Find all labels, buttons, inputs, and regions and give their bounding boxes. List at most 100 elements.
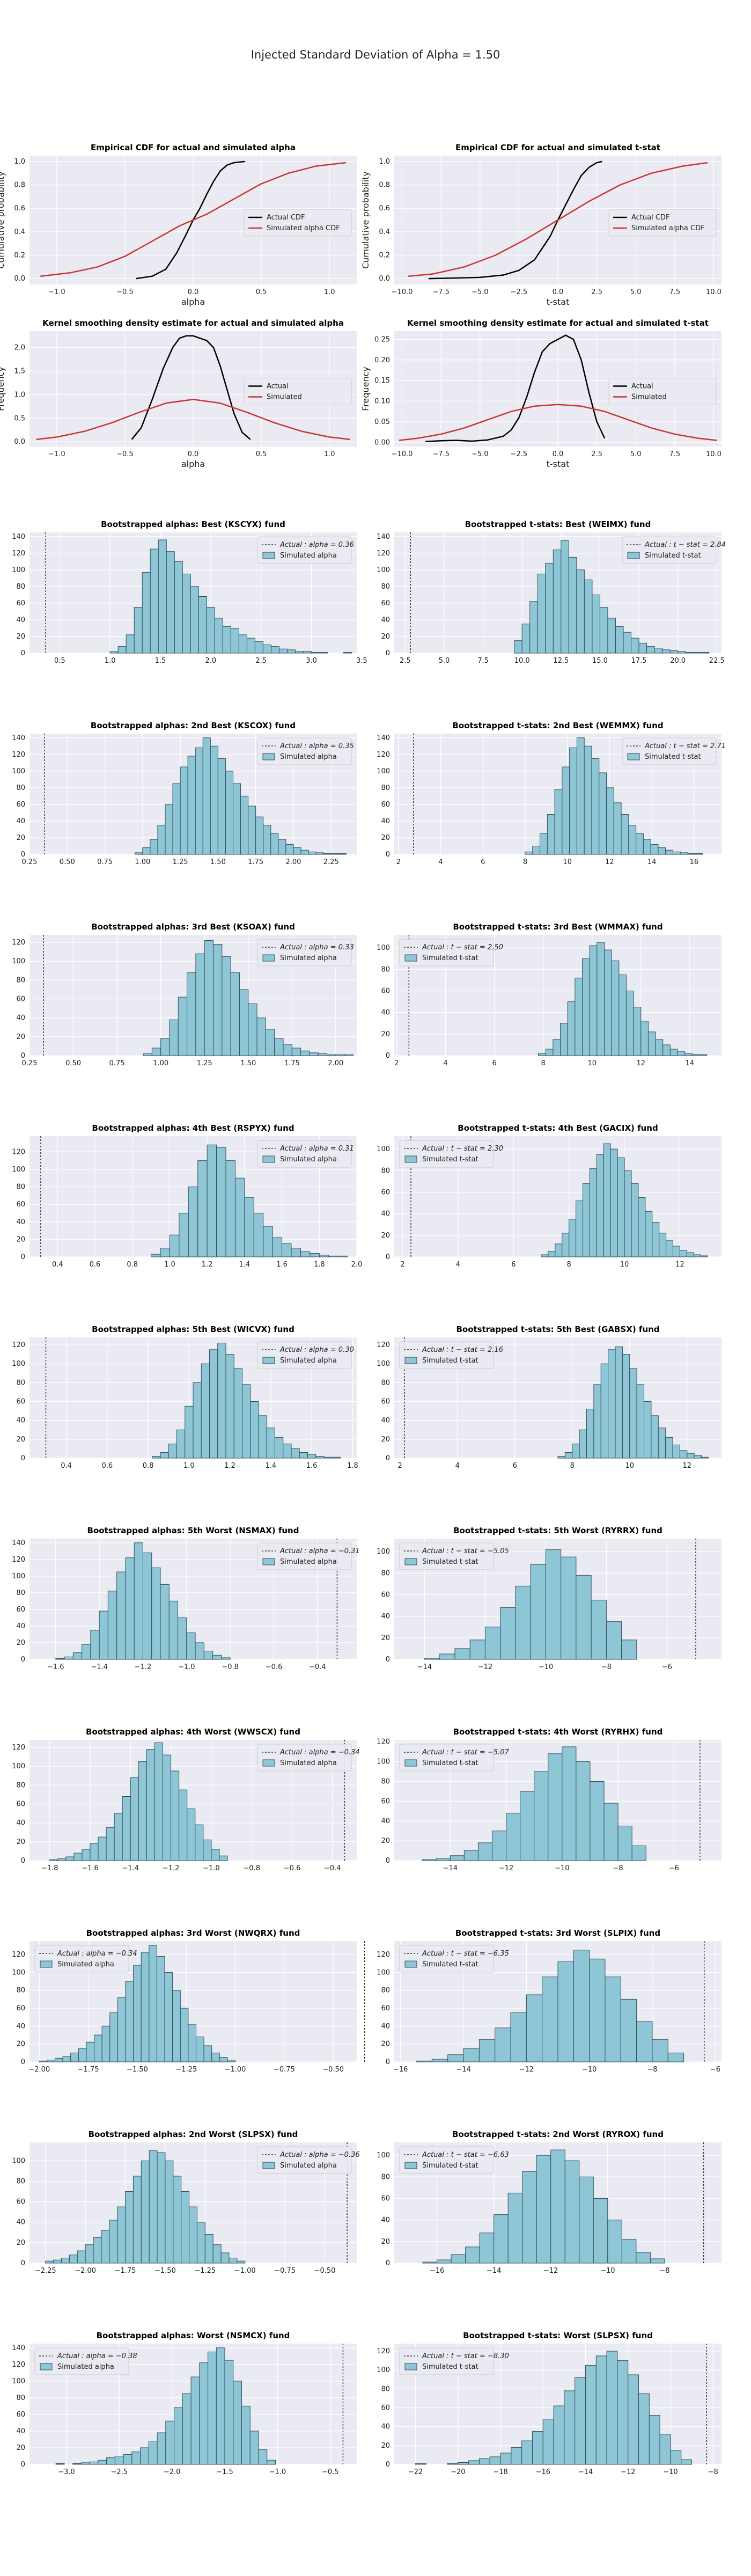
y-tick-label: 120: [12, 751, 25, 759]
y-tick-label: 60: [381, 1591, 390, 1599]
histogram-bar: [666, 1240, 674, 1257]
y-tick-label: 100: [377, 1758, 390, 1766]
y-tick-label: 80: [16, 1183, 25, 1191]
histogram-bar: [647, 1031, 656, 1056]
histogram-bar: [605, 1977, 621, 2062]
y-tick-label: 0.0: [14, 438, 25, 446]
legend-label: Simulated: [267, 393, 302, 401]
histogram-bar: [592, 594, 600, 654]
x-tick-label: −1.4: [91, 1663, 108, 1671]
x-tick-label: 2.0: [351, 1261, 363, 1269]
histogram-bar: [179, 1212, 189, 1257]
x-tick-label: 7.5: [669, 288, 681, 296]
histogram-bar: [576, 1761, 591, 1861]
histogram-bar: [230, 972, 240, 1056]
x-tick-label: 8: [523, 858, 527, 866]
y-tick-label: 40: [16, 2427, 25, 2435]
histogram-bar: [190, 586, 199, 654]
histogram-bar: [631, 638, 639, 654]
x-tick-label: 2.00: [285, 858, 301, 866]
histogram-bar: [613, 802, 622, 855]
histogram-bar: [479, 2233, 495, 2264]
histogram-bar: [165, 2160, 174, 2264]
histogram-bar: [699, 1054, 708, 1056]
legend-label: Simulated t-stat: [422, 954, 478, 962]
y-tick-label: 80: [16, 1589, 25, 1597]
x-tick-label: 1.00: [153, 1059, 168, 1067]
y-tick-label: 0: [386, 2058, 390, 2066]
histogram-bar: [199, 2362, 209, 2465]
histogram-bar: [263, 825, 271, 855]
legend-bar-swatch: [404, 1357, 417, 1364]
x-tick-label: −6: [710, 2066, 720, 2074]
legend: Actual : alpha = −0.34 Simulated alpha: [34, 1945, 137, 1973]
histogram-bar: [550, 2149, 565, 2264]
histogram-bar: [212, 1655, 222, 1660]
histogram-bar: [562, 1233, 570, 1257]
legend-box: [257, 2146, 352, 2174]
y-tick-label: 120: [377, 1341, 390, 1349]
x-tick-label: 5.0: [439, 657, 450, 665]
chart-title: Bootstrapped alphas: 5th Worst (NSMAX) f…: [87, 1526, 299, 1535]
histogram-bar: [700, 1255, 708, 1257]
x-tick-label: −1.2: [135, 1663, 152, 1671]
histogram-bar: [631, 1183, 639, 1257]
x-tick-label: 3.5: [356, 657, 367, 665]
histogram-bar: [542, 2419, 554, 2465]
legend-bar-swatch: [627, 552, 640, 559]
histogram-bar: [233, 2381, 242, 2465]
legend: Actual : t − stat = 2.16 Simulated t-stat: [399, 1341, 503, 1369]
histogram-bar: [90, 1843, 99, 1861]
histogram-bar: [54, 2058, 63, 2062]
legend-box: [399, 1945, 494, 1973]
y-tick-label: 60: [381, 1188, 390, 1196]
y-tick-label: 0: [21, 1052, 25, 1060]
histogram-bar: [579, 1429, 587, 1459]
histogram-bar: [278, 839, 286, 855]
legend-box: [244, 378, 352, 405]
y-tick-label: 60: [16, 801, 25, 809]
histogram-bar: [64, 1656, 73, 1660]
series-line: [408, 162, 708, 277]
legend-box: [257, 536, 352, 564]
legend: Actual : alpha = 0.36 Simulated alpha: [257, 536, 354, 564]
x-tick-label: 0.4: [61, 1462, 72, 1470]
histogram-bar: [645, 1211, 653, 1257]
y-tick-label: 20: [16, 2239, 25, 2247]
y-tick-label: 40: [16, 2022, 25, 2030]
histogram-bar: [684, 1053, 693, 1056]
chart-panel-24: Bootstrapped t-stats: Worst (SLPSX) fund…: [377, 2331, 721, 2476]
legend-label: Simulated alpha: [57, 2363, 114, 2371]
y-tick-label: 60: [16, 1398, 25, 1406]
series-line: [428, 160, 602, 280]
histogram-bar: [606, 787, 614, 855]
x-tick-label: −1.0: [203, 1864, 220, 1872]
histogram-bar: [600, 1363, 609, 1459]
x-tick-label: −5.0: [472, 450, 489, 458]
x-axis-label: alpha: [181, 297, 205, 307]
x-tick-label: −22: [408, 2468, 423, 2476]
x-tick-label: 12.5: [553, 657, 569, 665]
histogram-bar: [53, 2259, 62, 2264]
histogram-bar: [330, 853, 339, 855]
legend-label: Simulated t-stat: [422, 2363, 478, 2371]
x-tick-label: 0.5: [54, 657, 65, 665]
histogram-bar: [72, 1652, 83, 1660]
histogram-bar: [507, 2192, 523, 2264]
chart-title: Empirical CDF for actual and simulated t…: [455, 143, 660, 152]
x-tick-label: 1.50: [240, 1059, 256, 1067]
y-tick-label: 100: [12, 767, 25, 775]
chart-panel-8: Bootstrapped t-stats: 2nd Best (WEMMX) f…: [377, 721, 726, 866]
x-tick-label: −1.0: [269, 2468, 286, 2476]
histogram-bar: [172, 783, 181, 855]
x-tick-label: −1.2: [163, 1864, 180, 1872]
y-tick-label: 120: [12, 1556, 25, 1564]
histogram-bar: [514, 640, 522, 654]
histogram-bar: [213, 944, 223, 1056]
y-tick-label: 40: [381, 1817, 390, 1825]
y-axis-label: Frequency: [0, 367, 6, 411]
chart-panel-15: Bootstrapped alphas: 5th Worst (NSMAX) f…: [12, 1526, 359, 1671]
chart-title: Bootstrapped t-stats: Best (WEIMX) fund: [465, 519, 651, 529]
histogram-bar: [262, 644, 271, 654]
histogram-bar: [310, 1253, 320, 1257]
